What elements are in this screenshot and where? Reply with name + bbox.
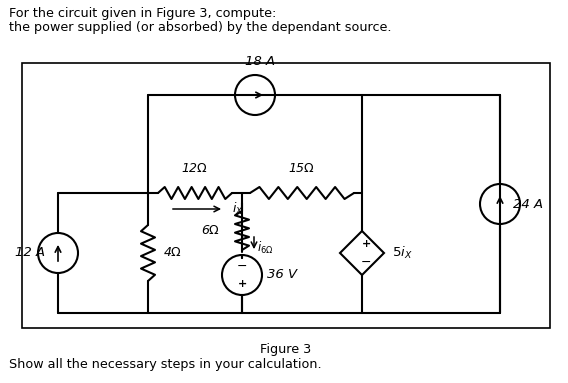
- Text: +: +: [237, 279, 247, 289]
- Text: −: −: [237, 260, 247, 272]
- Text: $i_{6\Omega}$: $i_{6\Omega}$: [257, 240, 273, 256]
- Text: Show all the necessary steps in your calculation.: Show all the necessary steps in your cal…: [9, 358, 321, 371]
- Text: −: −: [361, 256, 371, 269]
- Bar: [22, 63, 550, 328]
- Text: the power supplied (or absorbed) by the dependant source.: the power supplied (or absorbed) by the …: [9, 21, 391, 34]
- Text: 12 A: 12 A: [15, 247, 45, 260]
- Text: Figure 3: Figure 3: [260, 343, 312, 356]
- Text: For the circuit given in Figure 3, compute:: For the circuit given in Figure 3, compu…: [9, 7, 277, 20]
- Text: 15$\Omega$: 15$\Omega$: [289, 162, 315, 175]
- Text: $5i_X$: $5i_X$: [392, 245, 412, 261]
- Text: 4$\Omega$: 4$\Omega$: [163, 247, 182, 260]
- Text: +: +: [361, 239, 371, 249]
- Text: 18 A: 18 A: [245, 55, 275, 68]
- Text: $i_X$: $i_X$: [232, 201, 244, 217]
- Text: 6$\Omega$: 6$\Omega$: [201, 224, 220, 237]
- Text: 36 V: 36 V: [267, 268, 297, 282]
- Text: 24 A: 24 A: [513, 198, 543, 211]
- Text: 12$\Omega$: 12$\Omega$: [182, 162, 208, 175]
